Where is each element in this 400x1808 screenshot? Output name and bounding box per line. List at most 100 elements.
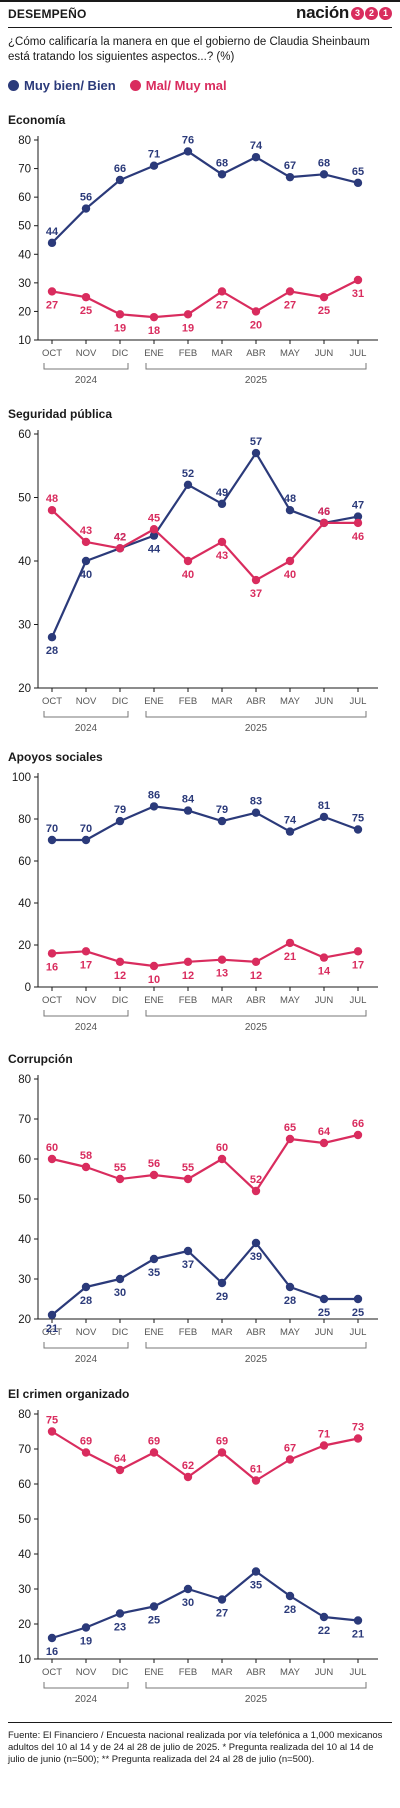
y-tick-label: 10	[18, 335, 31, 347]
data-label: 10	[148, 974, 160, 986]
year-bracket	[43, 1010, 129, 1017]
data-label: 55	[114, 1162, 126, 1174]
data-point	[353, 947, 363, 956]
x-tick-label: NOV	[76, 1327, 97, 1338]
y-tick-label: 40	[18, 1549, 31, 1561]
year-label: 2025	[245, 375, 268, 386]
x-tick-label: ENE	[144, 1667, 164, 1678]
x-tick-label: JUL	[350, 348, 367, 359]
data-point	[47, 238, 57, 248]
data-label: 81	[318, 800, 330, 812]
y-tick-label: 10	[18, 1654, 31, 1666]
chart-crimen-organizado: 10 20 30 40 50 60 70 80 OCT NOV DIC ENE FEB MAR ABR MAY…	[18, 1409, 378, 1705]
series-line-mal-muy-mal	[51, 279, 359, 319]
data-point	[183, 147, 193, 156]
data-point	[81, 947, 91, 956]
data-label: 27	[216, 1608, 228, 1620]
x-tick-label: JUN	[315, 348, 334, 359]
data-label: 40	[182, 569, 194, 581]
data-label: 66	[352, 1118, 364, 1130]
data-point	[251, 1186, 261, 1196]
data-label: 57	[250, 436, 262, 448]
chart-seguridad-publica: 20 30 40 50 60 OCT NOV DIC ENE FEB MAR ABR MAY JUN JUL…	[18, 429, 378, 734]
y-tick-label: 70	[18, 1114, 31, 1126]
data-label: 18	[148, 325, 160, 337]
y-tick-label: 80	[18, 1409, 31, 1421]
data-label: 16	[46, 1646, 58, 1658]
data-label: 13	[216, 968, 228, 980]
chart-apoyos-sociales: 0 20 40 60 80 100 OCT NOV DIC ENE FEB MAR ABR MAY JUN J…	[12, 772, 378, 1033]
data-point	[183, 1246, 193, 1256]
data-label: 43	[80, 525, 92, 537]
data-point	[183, 1584, 193, 1594]
data-point	[251, 808, 261, 817]
data-point	[319, 953, 329, 962]
data-point	[353, 1130, 363, 1140]
data-point	[353, 518, 363, 528]
data-label: 71	[148, 149, 160, 161]
data-label: 28	[80, 1295, 92, 1307]
y-tick-label: 70	[18, 1444, 31, 1456]
data-label: 64	[318, 1126, 331, 1138]
data-label: 12	[114, 970, 126, 982]
data-point	[47, 835, 57, 845]
y-tick-label: 30	[18, 1274, 31, 1286]
data-label: 70	[46, 823, 58, 835]
data-label: 83	[250, 796, 262, 808]
data-point	[251, 957, 261, 966]
year-bracket	[43, 711, 129, 718]
year-label: 2025	[245, 1022, 268, 1033]
brand-digit: 3	[351, 6, 364, 20]
y-tick-label: 70	[18, 164, 31, 176]
x-tick-label: FEB	[179, 1327, 197, 1338]
data-label: 68	[318, 157, 330, 169]
data-label: 58	[80, 1150, 92, 1162]
y-tick-label: 60	[18, 192, 31, 204]
y-tick-label: 20	[18, 306, 31, 318]
brand-digit: 2	[365, 6, 378, 20]
y-tick-label: 30	[18, 1584, 31, 1596]
data-point	[217, 816, 227, 826]
y-tick-label: 30	[18, 620, 31, 632]
data-label: 74	[250, 140, 263, 152]
data-label: 25	[352, 1307, 364, 1319]
data-point	[47, 287, 57, 296]
y-tick-label: 60	[18, 1479, 31, 1491]
y-tick-label: 80	[18, 814, 31, 826]
chart-title-crimen: El crimen organizado	[8, 1387, 130, 1401]
y-tick-label: 80	[18, 1074, 31, 1086]
data-label: 35	[148, 1267, 160, 1279]
data-point	[149, 802, 159, 811]
chart-title-corrupcion: Corrupción	[8, 1052, 73, 1066]
data-label: 68	[216, 157, 228, 169]
data-point	[115, 1274, 125, 1284]
year-label: 2025	[245, 723, 268, 734]
data-point	[183, 480, 193, 489]
data-label: 17	[80, 959, 92, 971]
top-rule	[0, 0, 400, 2]
y-tick-label: 40	[18, 556, 31, 568]
data-label: 43	[216, 550, 228, 562]
x-tick-label: JUL	[350, 995, 367, 1006]
x-tick-label: ENE	[144, 995, 164, 1006]
y-tick-label: 40	[18, 898, 31, 910]
data-label: 60	[216, 1142, 228, 1154]
header-rule	[8, 27, 392, 28]
data-point	[353, 1294, 363, 1304]
x-tick-label: ABR	[246, 348, 266, 359]
data-label: 40	[284, 569, 296, 581]
data-label: 42	[114, 531, 126, 543]
x-tick-label: DIC	[112, 1667, 129, 1678]
data-label: 75	[46, 1415, 58, 1427]
data-point	[115, 1609, 125, 1618]
data-point	[115, 1465, 125, 1475]
data-point	[81, 1282, 91, 1292]
data-label: 23	[114, 1622, 126, 1634]
data-label: 86	[148, 789, 160, 801]
y-tick-label: 50	[18, 221, 31, 233]
x-tick-label: NOV	[76, 995, 97, 1006]
data-point	[115, 310, 125, 319]
data-point	[183, 310, 193, 319]
y-tick-label: 40	[18, 249, 31, 261]
data-label: 47	[352, 500, 364, 512]
